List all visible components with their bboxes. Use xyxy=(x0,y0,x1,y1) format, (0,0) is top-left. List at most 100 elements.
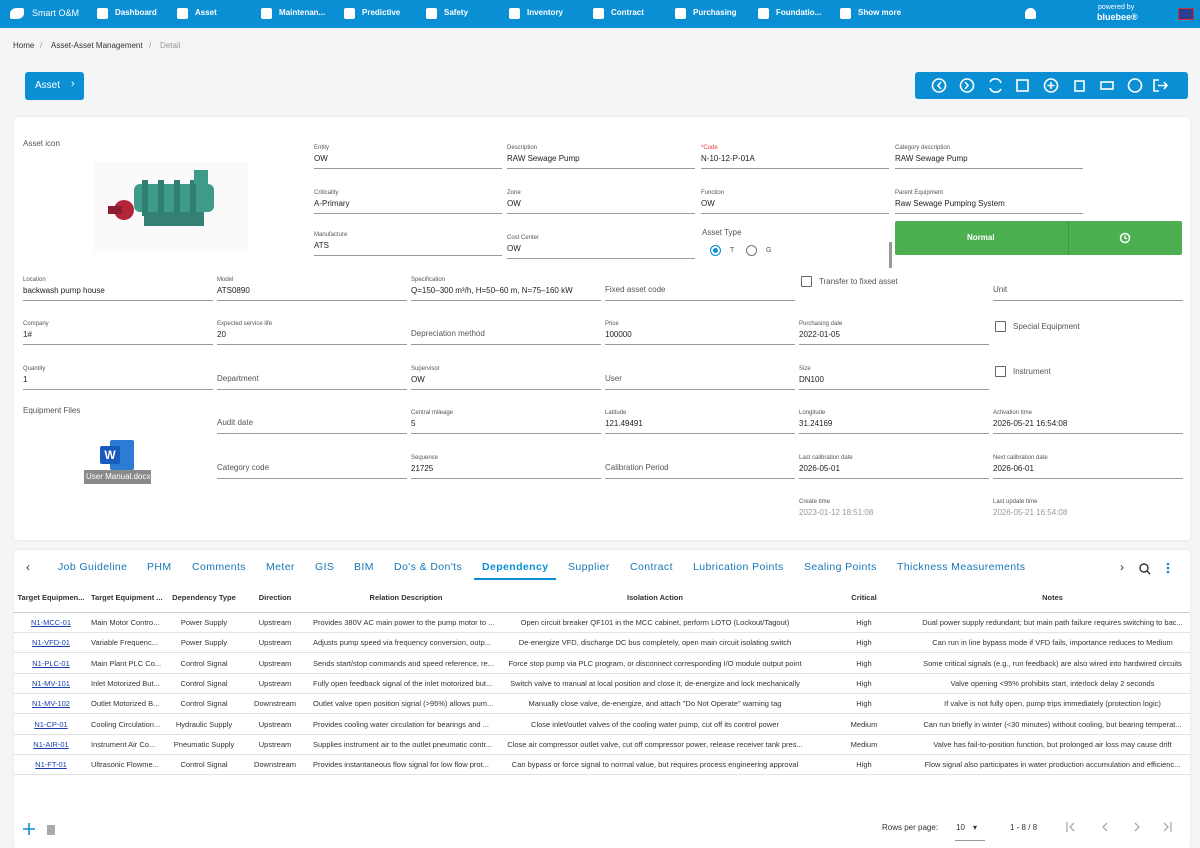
next-page[interactable] xyxy=(1134,822,1140,832)
nav-icon[interactable] xyxy=(177,8,188,19)
tab[interactable]: Thickness Measurements xyxy=(897,561,1026,573)
tab[interactable]: GIS xyxy=(315,561,335,573)
tab[interactable]: BIM xyxy=(354,561,374,573)
field-value[interactable]: ATS xyxy=(314,241,329,250)
checkbox[interactable] xyxy=(801,276,812,287)
equipment-link[interactable]: N1-MCC-01 xyxy=(30,618,71,627)
field-value[interactable]: OW xyxy=(314,154,328,163)
field-value[interactable]: OW xyxy=(411,375,425,384)
delete-icon[interactable] xyxy=(1074,80,1085,92)
sync-icon[interactable] xyxy=(989,78,1002,93)
field-value[interactable]: RAW Sewage Pump xyxy=(895,154,968,163)
field-value[interactable]: 20 xyxy=(217,330,226,339)
nav-item[interactable]: Maintenan... xyxy=(279,8,326,17)
equipment-link[interactable]: N1-MV-101 xyxy=(32,678,70,688)
history-icon[interactable] xyxy=(1127,78,1143,93)
field-value[interactable]: OW xyxy=(701,199,715,208)
nav-icon[interactable] xyxy=(758,8,769,19)
field-placeholder[interactable]: Audit date xyxy=(217,418,254,427)
field-value[interactable]: 2026-06-01 xyxy=(993,464,1034,473)
field-value[interactable]: DN100 xyxy=(799,375,824,384)
last-page[interactable] xyxy=(1163,822,1172,832)
user-icon[interactable] xyxy=(1025,8,1036,19)
search-icon[interactable] xyxy=(1139,563,1149,573)
add-row-icon[interactable] xyxy=(23,823,35,835)
equipment-link[interactable]: N1-PLC-01 xyxy=(32,658,70,668)
rows-per-page[interactable]: 10 xyxy=(956,823,965,832)
field-value[interactable]: 2022-01-05 xyxy=(799,330,840,339)
nav-icon[interactable] xyxy=(509,8,520,19)
nav-icon[interactable] xyxy=(840,8,851,19)
field-value[interactable]: 2026-05-21 16:54:08 xyxy=(993,419,1068,428)
radio[interactable] xyxy=(710,245,721,256)
tab[interactable]: PHM xyxy=(147,561,172,573)
field-value[interactable]: 21725 xyxy=(411,464,434,473)
delete-row-icon[interactable] xyxy=(47,825,55,835)
field-value[interactable]: Q=150–300 m³/h, H=50–60 m, N=75–160 kW xyxy=(411,286,573,295)
lang-flag[interactable] xyxy=(1178,8,1194,20)
file-name[interactable]: User Manual.docx xyxy=(86,472,151,481)
nav-item[interactable]: Show more xyxy=(858,8,902,17)
nav-icon[interactable] xyxy=(97,8,108,19)
tab-right[interactable]: › xyxy=(1120,560,1124,574)
field-value[interactable]: 2026-05-01 xyxy=(799,464,840,473)
tab[interactable]: Lubrication Points xyxy=(693,561,784,573)
field-placeholder[interactable]: Fixed asset code xyxy=(605,285,666,294)
first-page[interactable] xyxy=(1066,822,1075,832)
field-value[interactable]: 5 xyxy=(411,419,416,428)
nav-icon[interactable] xyxy=(593,8,604,19)
equipment-link[interactable]: N1-VFD-01 xyxy=(32,638,70,648)
nav-item[interactable]: Dashboard xyxy=(115,8,157,17)
nav-item[interactable]: Inventory xyxy=(527,8,564,17)
breadcrumb-item[interactable]: Home xyxy=(13,41,35,50)
field-value[interactable]: RAW Sewage Pump xyxy=(507,154,580,163)
tab[interactable]: Do's & Don'ts xyxy=(394,561,463,573)
prev-page[interactable] xyxy=(1102,822,1108,832)
field-value[interactable]: OW xyxy=(507,199,521,208)
nav-item[interactable]: Contract xyxy=(611,8,644,17)
asset-button[interactable]: Asset › xyxy=(25,72,84,100)
print-icon[interactable] xyxy=(1100,81,1114,90)
refresh-icon[interactable] xyxy=(1119,232,1131,244)
field-placeholder[interactable]: Category code xyxy=(217,463,270,472)
add-icon[interactable] xyxy=(1043,78,1059,93)
field-placeholder[interactable]: User xyxy=(605,374,622,383)
tab[interactable]: Dependency xyxy=(482,561,549,573)
tab[interactable]: Meter xyxy=(266,561,295,573)
field-value[interactable]: ATS0890 xyxy=(217,286,250,295)
field-value[interactable]: Raw Sewage Pumping System xyxy=(895,199,1005,208)
field-value[interactable]: backwash pump house xyxy=(23,286,105,295)
prev-icon[interactable] xyxy=(931,78,947,93)
nav-icon[interactable] xyxy=(426,8,437,19)
breadcrumb-item[interactable]: Asset-Asset Management xyxy=(51,41,143,50)
radio[interactable] xyxy=(746,245,757,256)
tab[interactable]: Comments xyxy=(192,561,246,573)
checkbox[interactable] xyxy=(995,366,1006,377)
nav-item[interactable]: Safety xyxy=(444,8,469,17)
field-value[interactable]: 31.24169 xyxy=(799,419,833,428)
equipment-link[interactable]: N1-MV-102 xyxy=(32,699,70,709)
equipment-link[interactable]: N1-CP-01 xyxy=(34,719,68,729)
nav-item[interactable]: Predictive xyxy=(362,8,401,17)
nav-icon[interactable] xyxy=(344,8,355,19)
tab[interactable]: Contract xyxy=(630,561,673,573)
equipment-link[interactable]: N1-AIR-01 xyxy=(33,739,69,749)
tab[interactable]: Sealing Points xyxy=(804,561,877,573)
field-value[interactable]: 121.49491 xyxy=(605,419,643,428)
nav-item[interactable]: Asset xyxy=(195,8,217,17)
next-icon[interactable] xyxy=(959,78,975,93)
equipment-link[interactable]: N1-FT-01 xyxy=(35,760,67,770)
field-value[interactable]: N-10-12-P-01A xyxy=(701,154,755,163)
field-placeholder[interactable]: Department xyxy=(217,374,259,383)
save-icon[interactable] xyxy=(1016,79,1029,92)
tab[interactable]: Job Guideline xyxy=(58,561,128,573)
file-chip[interactable] xyxy=(84,470,151,484)
exit-icon[interactable] xyxy=(1153,79,1169,92)
more-icon[interactable] xyxy=(1166,562,1170,574)
field-value[interactable]: OW xyxy=(507,244,521,253)
nav-item[interactable]: Foundatio... xyxy=(776,8,822,17)
nav-icon[interactable] xyxy=(675,8,686,19)
field-placeholder[interactable]: Depreciation method xyxy=(411,329,485,338)
nav-icon[interactable] xyxy=(261,8,272,19)
field-placeholder[interactable]: Unit xyxy=(993,285,1008,294)
